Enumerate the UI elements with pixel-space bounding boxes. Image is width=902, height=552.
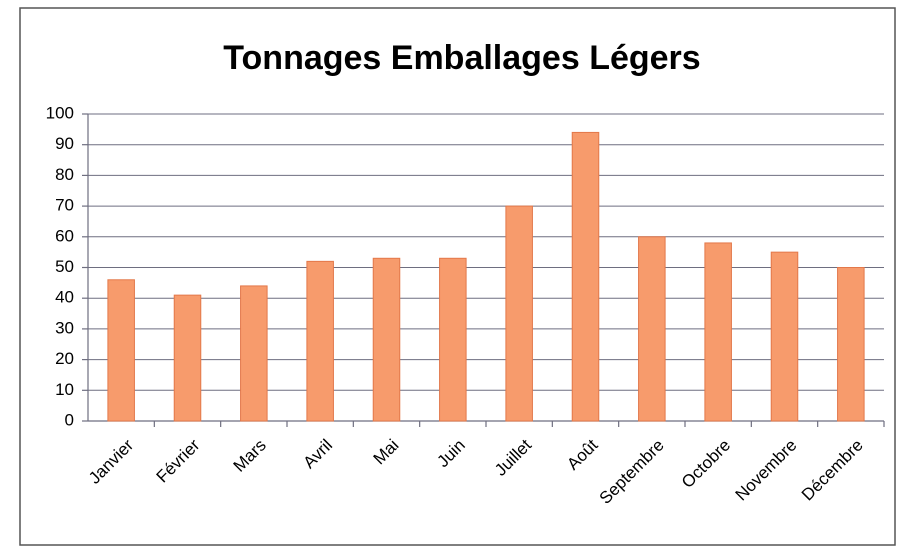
- y-tick-label: 10: [55, 380, 74, 399]
- bar: [770, 251, 799, 422]
- bar: [439, 257, 467, 422]
- bar: [306, 260, 334, 422]
- bar: [571, 131, 600, 422]
- bar: [638, 236, 666, 422]
- y-tick-label: 40: [55, 288, 74, 307]
- y-tick-label: 100: [46, 103, 74, 122]
- y-tick-label: 90: [55, 134, 74, 153]
- y-tick-label: 20: [55, 349, 74, 368]
- bar: [173, 294, 202, 422]
- bar: [372, 257, 401, 422]
- bar: [505, 205, 533, 422]
- y-tick-label: 0: [65, 410, 74, 429]
- chart-title: Tonnages Emballages Légers: [223, 39, 700, 77]
- y-tick-label: 30: [55, 318, 74, 337]
- y-tick-label: 80: [55, 165, 74, 184]
- bar: [240, 285, 268, 422]
- bar: [837, 267, 865, 422]
- bar: [704, 242, 732, 422]
- y-tick-label: 70: [55, 196, 74, 215]
- y-tick-label: 60: [55, 226, 74, 245]
- y-tick-label: 50: [55, 257, 74, 276]
- bar: [107, 279, 135, 422]
